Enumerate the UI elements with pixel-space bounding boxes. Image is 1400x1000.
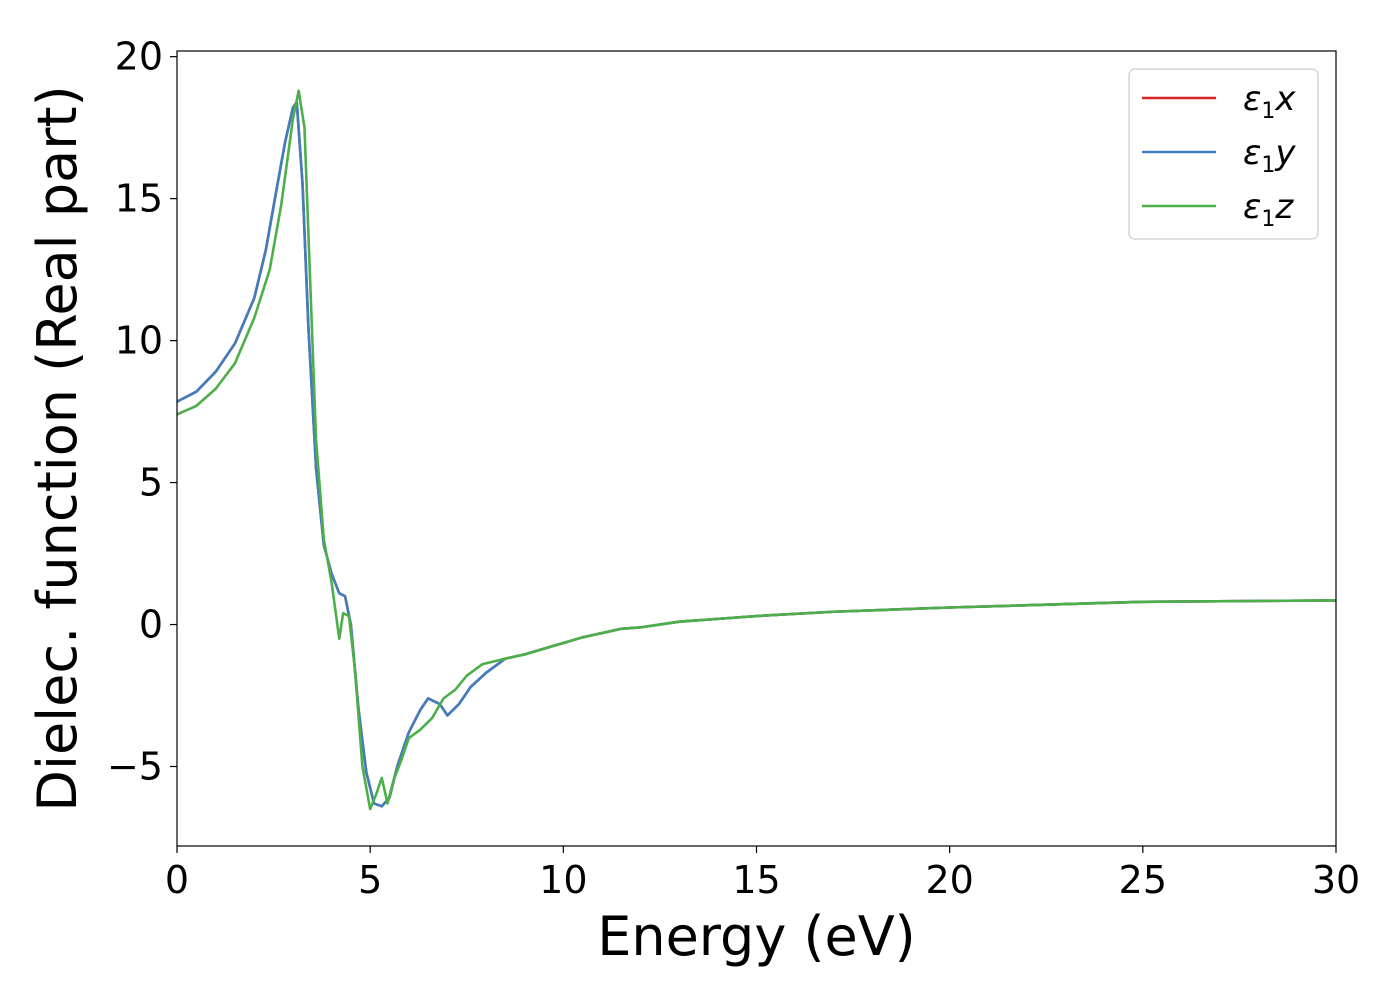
x-tick-label: 15 bbox=[732, 858, 780, 902]
x-tick-label: 20 bbox=[925, 858, 973, 902]
legend: ε1x ε1y ε1z bbox=[1128, 68, 1319, 240]
y-tick-label: 15 bbox=[115, 177, 163, 221]
legend-label-y: ε1y bbox=[1243, 133, 1296, 178]
plot-series bbox=[177, 89, 1336, 811]
y-tick-label: 5 bbox=[139, 461, 163, 505]
x-tick-label: 10 bbox=[539, 858, 587, 902]
x-tick-label: 25 bbox=[1119, 858, 1167, 902]
y-tick-label: 20 bbox=[115, 35, 163, 79]
x-tick-label: 5 bbox=[358, 858, 382, 902]
y-tick-label: 10 bbox=[115, 319, 163, 363]
y-axis-label: Dielec. function (Real part) bbox=[26, 85, 89, 811]
legend-box bbox=[1128, 68, 1319, 240]
x-tick-label: 30 bbox=[1312, 858, 1360, 902]
x-tick-label: 0 bbox=[165, 858, 189, 902]
x-axis-label: Energy (eV) bbox=[597, 905, 916, 968]
legend-label-x: ε1x bbox=[1243, 79, 1296, 124]
y-tick-label: −5 bbox=[107, 745, 163, 789]
y-axis-ticks: −5 0 5 10 15 20 bbox=[107, 35, 177, 789]
x-axis-ticks: 0 5 10 15 20 25 30 bbox=[165, 846, 1360, 902]
y-tick-label: 0 bbox=[139, 603, 163, 647]
legend-label-z: ε1z bbox=[1243, 187, 1294, 232]
series-line-z bbox=[177, 89, 1336, 811]
